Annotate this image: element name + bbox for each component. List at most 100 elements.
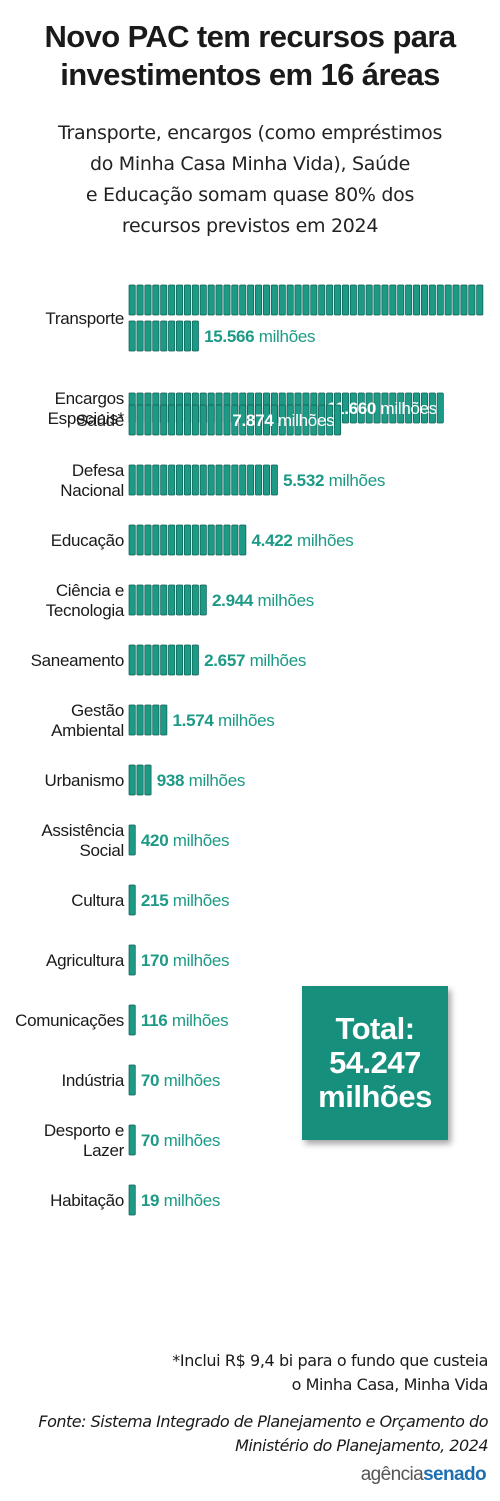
bar-segment bbox=[144, 764, 152, 796]
bar-segment bbox=[176, 320, 184, 352]
bar-segment bbox=[231, 464, 239, 496]
chart-title: Novo PAC tem recursos para investimentos… bbox=[20, 18, 480, 94]
category-label: Saúde bbox=[76, 411, 124, 430]
logo-text-agencia: agência bbox=[360, 1464, 424, 1485]
total-unit: milhões bbox=[318, 1079, 432, 1114]
value-label: 5.532 milhões bbox=[283, 471, 385, 490]
bar-segment bbox=[160, 404, 168, 436]
bar-segment bbox=[168, 644, 176, 676]
bar-segment bbox=[152, 644, 160, 676]
value-label: 116 milhões bbox=[141, 1011, 228, 1030]
bar-segment bbox=[128, 1064, 136, 1096]
bar-segment bbox=[318, 404, 326, 436]
bar-segment bbox=[468, 284, 476, 316]
bar-segment bbox=[128, 884, 136, 916]
bar-segment bbox=[176, 644, 184, 676]
value-label: 420 milhões bbox=[141, 831, 229, 850]
bar-segment bbox=[381, 284, 389, 316]
category-label: Defesa Nacional bbox=[60, 461, 125, 500]
bar-saneamento: Saneamento 2.657 milhões bbox=[31, 644, 306, 676]
bar-segment bbox=[255, 464, 263, 496]
bar-segment bbox=[405, 392, 413, 424]
bar-segment bbox=[231, 284, 239, 316]
bar-segment bbox=[207, 284, 215, 316]
bar-segment bbox=[128, 824, 136, 856]
value-label: 70 milhões bbox=[141, 1071, 220, 1090]
bar-segment bbox=[136, 644, 144, 676]
chart-title-line-2: investimentos em 16 áreas bbox=[60, 57, 440, 92]
bar-segment bbox=[144, 320, 152, 352]
bar-segment bbox=[128, 704, 136, 736]
chart-title-line-1: Novo PAC tem recursos para bbox=[44, 19, 456, 54]
footnote-line-1: *Inclui R$ 9,4 bi para o fundo que custe… bbox=[172, 1351, 488, 1370]
bar-segment bbox=[144, 404, 152, 436]
bar-segment bbox=[341, 284, 349, 316]
bar-segment bbox=[420, 284, 428, 316]
bar-urbanismo: Urbanismo 938 milhões bbox=[45, 764, 245, 796]
category-label: Agricultura bbox=[46, 951, 125, 970]
category-label: Cultura bbox=[71, 891, 125, 910]
bar-segment bbox=[160, 704, 168, 736]
bar-segment bbox=[239, 404, 247, 436]
bar-segment bbox=[239, 524, 247, 556]
bar-segment bbox=[341, 392, 349, 424]
bar-defesa-nacional: Defesa Nacional 5.532 milhões bbox=[60, 461, 385, 500]
bar-segment bbox=[191, 320, 199, 352]
bar-segment bbox=[215, 524, 223, 556]
category-label: Saneamento bbox=[31, 651, 124, 670]
bar-segment bbox=[191, 584, 199, 616]
bar-segment bbox=[413, 284, 421, 316]
category-label: Habitação bbox=[50, 1191, 124, 1210]
bar-segment bbox=[294, 404, 302, 436]
source-line-1: Fonte: Sistema Integrado de Planejamento… bbox=[38, 1412, 488, 1431]
category-label: Encargos Especiais* bbox=[48, 389, 125, 428]
bar-segment bbox=[152, 584, 160, 616]
bar-segment bbox=[207, 464, 215, 496]
bar-segment bbox=[373, 284, 381, 316]
bar-segment bbox=[231, 524, 239, 556]
bar-segment bbox=[160, 284, 168, 316]
bar-segment bbox=[176, 404, 184, 436]
bar-segment bbox=[223, 404, 231, 436]
bar-segment bbox=[168, 464, 176, 496]
bar-segment bbox=[334, 284, 342, 316]
bar-segment bbox=[436, 392, 444, 424]
logo-text-senado: senado bbox=[423, 1464, 487, 1485]
bar-segment bbox=[262, 284, 270, 316]
bar-segment bbox=[428, 284, 436, 316]
bar-segment bbox=[136, 704, 144, 736]
value-label: 11.660 milhões bbox=[327, 399, 437, 418]
bar-segment bbox=[223, 464, 231, 496]
value-label: 70 milhões bbox=[141, 1131, 220, 1150]
bar-segment bbox=[207, 404, 215, 436]
bar-segment bbox=[365, 392, 373, 424]
bar-segment bbox=[183, 524, 191, 556]
bar-segment bbox=[373, 392, 381, 424]
bar-segment bbox=[144, 524, 152, 556]
bar-segment bbox=[152, 704, 160, 736]
value-label: 2.657 milhões bbox=[204, 651, 306, 670]
subtitle-line-3: e Educação somam quase 80% dos bbox=[85, 184, 415, 206]
bar-segment bbox=[128, 764, 136, 796]
bar-segment bbox=[215, 404, 223, 436]
bar-segment bbox=[349, 284, 357, 316]
bar-segment bbox=[318, 284, 326, 316]
bar-segment bbox=[168, 584, 176, 616]
bar-indústria: Indústria 70 milhões bbox=[61, 1064, 220, 1096]
bar-segment bbox=[476, 284, 484, 316]
bar-segment bbox=[270, 464, 278, 496]
bar-segment bbox=[405, 284, 413, 316]
bar-segment bbox=[128, 944, 136, 976]
bar-segment bbox=[168, 524, 176, 556]
total-label: Total: bbox=[335, 1011, 415, 1046]
bar-segment bbox=[310, 284, 318, 316]
value-label: 19 milhões bbox=[141, 1191, 220, 1210]
bar-segment bbox=[223, 524, 231, 556]
bar-segment bbox=[452, 284, 460, 316]
category-label: Assistência Social bbox=[41, 821, 125, 860]
category-label: Comunicações bbox=[15, 1011, 124, 1030]
source-line-2: Ministério do Planejamento, 2024 bbox=[235, 1436, 488, 1455]
bar-segment bbox=[247, 404, 255, 436]
bar-segment bbox=[334, 404, 342, 436]
